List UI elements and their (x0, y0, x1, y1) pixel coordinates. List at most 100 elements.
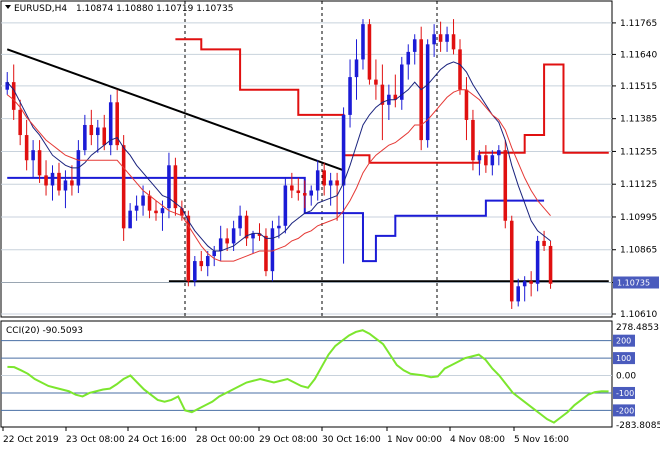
candle-body (96, 127, 100, 136)
candle-body (5, 82, 10, 90)
candle-body (193, 261, 197, 282)
price-tick-label: 1.11640 (620, 50, 657, 60)
price-tick-label: 1.11125 (620, 180, 657, 190)
candle-body (108, 102, 113, 146)
time-tick-label: 24 Oct 16:00 (128, 435, 187, 445)
candle-body (354, 59, 359, 78)
cci-tick-label: 0.00 (616, 372, 636, 382)
candle-body (251, 233, 255, 239)
cci-level-tag (613, 404, 635, 417)
candle-body (290, 185, 294, 191)
candle-body (24, 135, 29, 161)
candle-body (70, 180, 74, 186)
candle-body (121, 145, 126, 229)
cci-levels (1, 340, 612, 411)
candle-body (367, 24, 372, 80)
price-pane: EURUSD,H4 1.10874 1.10880 1.10719 1.1073… (0, 0, 613, 427)
candle-body (451, 34, 456, 50)
candle-body (432, 34, 436, 45)
candle-body (296, 190, 301, 194)
candle-body (535, 240, 540, 284)
price-tick-label: 1.10610 (620, 310, 657, 320)
candle-body (180, 208, 184, 216)
time-tick-label: 28 Oct 00:00 (196, 435, 255, 445)
cci-level-tag (613, 334, 635, 347)
candle-body (542, 240, 546, 246)
moving-average-slow (6, 89, 551, 262)
moving-average-fast (6, 61, 551, 252)
candle-body (167, 165, 171, 209)
candle-body (57, 172, 61, 191)
candle-body (212, 250, 216, 257)
time-axis: 22 Oct 2019 23 Oct 08:00 24 Oct 16:00 28 Oc… (2, 427, 569, 445)
cci-tick-label: 278.4853 (616, 323, 659, 333)
candle-body (160, 208, 165, 214)
candle-body (497, 150, 501, 156)
candle-body (458, 49, 462, 90)
time-tick-label: 23 Oct 08:00 (66, 435, 125, 445)
cci-pane: CCI(20) -90.5093 (0, 320, 613, 428)
candle-body (503, 150, 508, 221)
candle-body (128, 210, 132, 229)
candle-body (309, 190, 314, 196)
candle-body (102, 127, 107, 146)
time-tick-label: 29 Oct 08:00 (259, 435, 318, 445)
time-tick-label: 22 Oct 2019 (3, 435, 59, 445)
candle-body (154, 210, 158, 214)
candle-body (238, 215, 242, 229)
cci-level-tag (613, 386, 635, 399)
candle-body (425, 44, 430, 141)
candle-body (11, 82, 16, 110)
current-price-tag (613, 276, 659, 289)
price-pane-frame (0, 0, 613, 318)
collapse-triangle-icon[interactable] (5, 5, 11, 9)
candle-body (374, 79, 378, 85)
candle-body (471, 119, 475, 161)
candle-body (115, 102, 119, 146)
cci-tick-label: -283.8085 (616, 421, 660, 431)
candle-body (328, 180, 333, 186)
price-tick-label: 1.11255 (620, 147, 657, 157)
price-tick-label: 1.10995 (620, 213, 657, 223)
current-price-label: 1.10735 (617, 278, 650, 287)
candle-body (264, 235, 268, 272)
price-moving-averages (6, 61, 551, 262)
candle-body (302, 193, 307, 196)
candle-body (186, 215, 191, 282)
candle-body (484, 155, 488, 166)
candle-body (147, 195, 152, 211)
candle-body (477, 155, 482, 161)
candle-body (257, 233, 262, 236)
candle-body (83, 124, 87, 151)
candle-body (490, 155, 495, 166)
candle-body (412, 39, 417, 52)
price-tick-label: 1.11765 (620, 19, 657, 29)
candle-body (225, 238, 229, 244)
candle-body (89, 124, 94, 136)
candle-body (361, 24, 365, 60)
candle-body (516, 286, 520, 302)
candle-body (335, 180, 339, 186)
cci-label: CCI(20) -90.5093 (6, 326, 83, 336)
time-tick-label: 4 Nov 08:00 (450, 435, 505, 445)
candle-body (63, 180, 68, 191)
candle-body (141, 195, 145, 206)
price-axis: 1.11765 1.11640 1.11515 1.11385 1.11255 1.111… (612, 19, 659, 320)
candle-body (509, 220, 514, 302)
candle-body (31, 150, 35, 161)
candle-body (522, 281, 527, 287)
candle-body (464, 89, 469, 120)
candle-body (50, 172, 55, 186)
candle-body (270, 228, 275, 272)
candle-body (548, 245, 553, 284)
candle-body (134, 205, 139, 211)
ohlc-values: 1.10874 1.10880 1.10719 1.10735 (76, 4, 233, 14)
trendline (6, 48, 344, 172)
cci-tick-label: -100 (616, 389, 634, 398)
candle-body (244, 215, 249, 239)
candle-body (18, 109, 22, 136)
candle-body (231, 228, 236, 244)
price-tick-label: 1.11515 (620, 82, 657, 92)
candle-body (283, 185, 288, 226)
